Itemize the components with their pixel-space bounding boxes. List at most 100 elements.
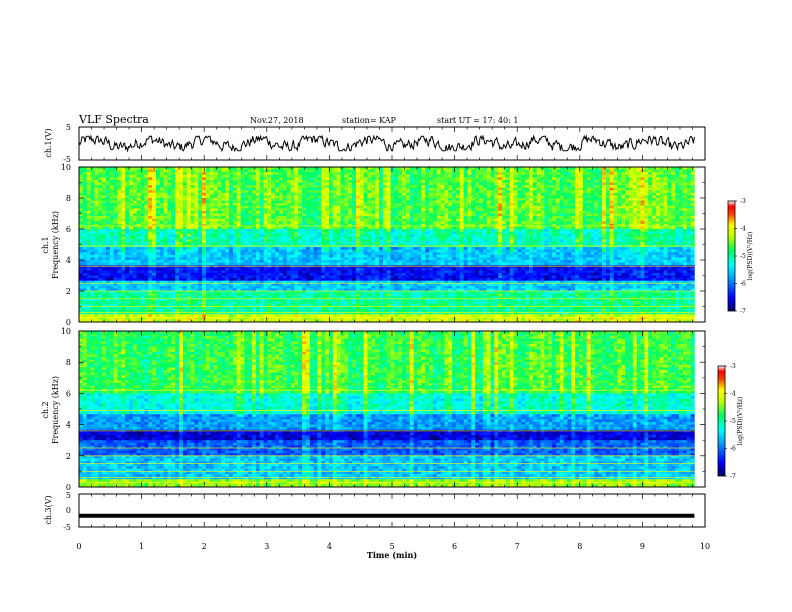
spectrogram-cell xyxy=(467,183,471,186)
start-time-label: start UT = 17: 40: 1 xyxy=(437,116,518,125)
spectrogram-cell xyxy=(575,198,579,201)
spectrogram-cell xyxy=(387,216,391,219)
spectrogram-cell xyxy=(221,177,225,180)
spectrogram-cell xyxy=(79,198,83,201)
spectrogram-cell xyxy=(214,229,218,232)
spectrogram-cell xyxy=(167,172,171,175)
spectrogram-cell xyxy=(156,242,160,245)
spectrogram-cell xyxy=(425,185,429,188)
spectrogram-cell xyxy=(306,239,310,242)
spectrogram-cell xyxy=(425,229,429,232)
spectrogram-cell xyxy=(429,188,433,191)
spectrogram-cell xyxy=(652,206,656,209)
spectrogram-cell xyxy=(129,214,133,217)
spectrogram-cell xyxy=(498,214,502,217)
spectrogram-cell xyxy=(667,177,671,180)
spectrogram-cell xyxy=(356,185,360,188)
spectrogram-cell xyxy=(317,180,321,183)
spectrogram-cell xyxy=(314,203,318,206)
spectrogram-cell xyxy=(571,237,575,240)
spectrogram-cell xyxy=(248,234,252,237)
spectrogram-cell xyxy=(594,224,598,227)
spectrogram-cell xyxy=(302,206,306,209)
spectrogram-cell xyxy=(575,237,579,240)
spectrogram-cell xyxy=(656,214,660,217)
spectrogram-cell xyxy=(541,239,545,242)
spectrogram-cell xyxy=(406,234,410,237)
spectrogram-cell xyxy=(371,180,375,183)
spectrogram-cell xyxy=(317,190,321,193)
spectrogram-cell xyxy=(260,183,264,186)
spectrogram-cell xyxy=(133,177,137,180)
spectrogram-cell xyxy=(387,185,391,188)
spectrogram-cell xyxy=(625,214,629,217)
spectrogram-cell xyxy=(356,239,360,242)
spectrogram-cell xyxy=(598,208,602,211)
spectrogram-cell xyxy=(348,224,352,227)
spectrogram-cell xyxy=(87,185,91,188)
figure-title: VLF Spectra xyxy=(78,113,149,126)
spectrogram-cell xyxy=(625,234,629,237)
spectrogram-cell xyxy=(667,237,671,240)
spectrogram-cell xyxy=(417,219,421,222)
spectrogram-cell xyxy=(298,201,302,204)
spectrogram-cell xyxy=(279,237,283,240)
spectrogram-cell xyxy=(198,206,202,209)
spectrogram-cell xyxy=(364,224,368,227)
spectrogram-cell xyxy=(544,226,548,229)
spectrogram-cell xyxy=(121,172,125,175)
spectrogram-cell xyxy=(587,180,591,183)
spectrogram-cell xyxy=(110,208,114,211)
spectrogram-cell xyxy=(556,234,560,237)
spectrogram-cell xyxy=(433,193,437,196)
spectrogram-cell xyxy=(179,183,183,186)
spectrogram-cell xyxy=(187,203,191,206)
spectrogram-cell xyxy=(248,237,252,240)
spectrogram-cell xyxy=(644,208,648,211)
spectrogram-cell xyxy=(544,177,548,180)
spectrogram-cell xyxy=(264,239,268,242)
spectrogram-cell xyxy=(371,221,375,224)
spectrogram-cell xyxy=(667,198,671,201)
spectrogram-cell xyxy=(517,216,521,219)
spectrogram-cell xyxy=(337,224,341,227)
spectrogram-cell xyxy=(225,237,229,240)
spectrogram-cell xyxy=(591,208,595,211)
spectrogram-cell xyxy=(283,201,287,204)
spectrogram-cell xyxy=(610,219,614,222)
spectrogram-cell xyxy=(414,239,418,242)
spectrogram-cell xyxy=(387,198,391,201)
spectrogram-cell xyxy=(367,177,371,180)
spectrogram-cell xyxy=(98,208,102,211)
spectrogram-cell xyxy=(256,198,260,201)
spectrogram-cell xyxy=(233,211,237,214)
spectrogram-cell xyxy=(479,170,483,173)
spectrogram-cell xyxy=(583,201,587,204)
spectrogram-cell xyxy=(498,242,502,245)
spectrogram-cell xyxy=(414,226,418,229)
spectrogram-cell xyxy=(217,219,221,222)
spectrogram-cell xyxy=(191,219,195,222)
spectrogram-cell xyxy=(656,185,660,188)
spectrogram-cell xyxy=(560,175,564,178)
spectrogram-cell xyxy=(506,226,510,229)
spectrogram-cell xyxy=(583,224,587,227)
spectrogram-cell xyxy=(202,203,206,206)
spectrogram-cell xyxy=(683,219,687,222)
spectrogram-cell xyxy=(414,190,418,193)
spectrogram-cell xyxy=(267,216,271,219)
spectrogram-cell xyxy=(148,239,152,242)
spectrogram-cell xyxy=(198,216,202,219)
spectrogram-cell xyxy=(621,180,625,183)
spectrogram-cell xyxy=(610,190,614,193)
spectrogram-cell xyxy=(410,198,414,201)
spectrogram-cell xyxy=(202,201,206,204)
spectrogram-cell xyxy=(402,229,406,232)
spectrogram-cell xyxy=(691,203,695,206)
spectrogram-cell xyxy=(448,219,452,222)
spectrogram-cell xyxy=(229,234,233,237)
spectrogram-cell xyxy=(283,172,287,175)
spectrogram-cell xyxy=(433,188,437,191)
spectrogram-cell xyxy=(491,239,495,242)
spectrogram-cell xyxy=(121,234,125,237)
